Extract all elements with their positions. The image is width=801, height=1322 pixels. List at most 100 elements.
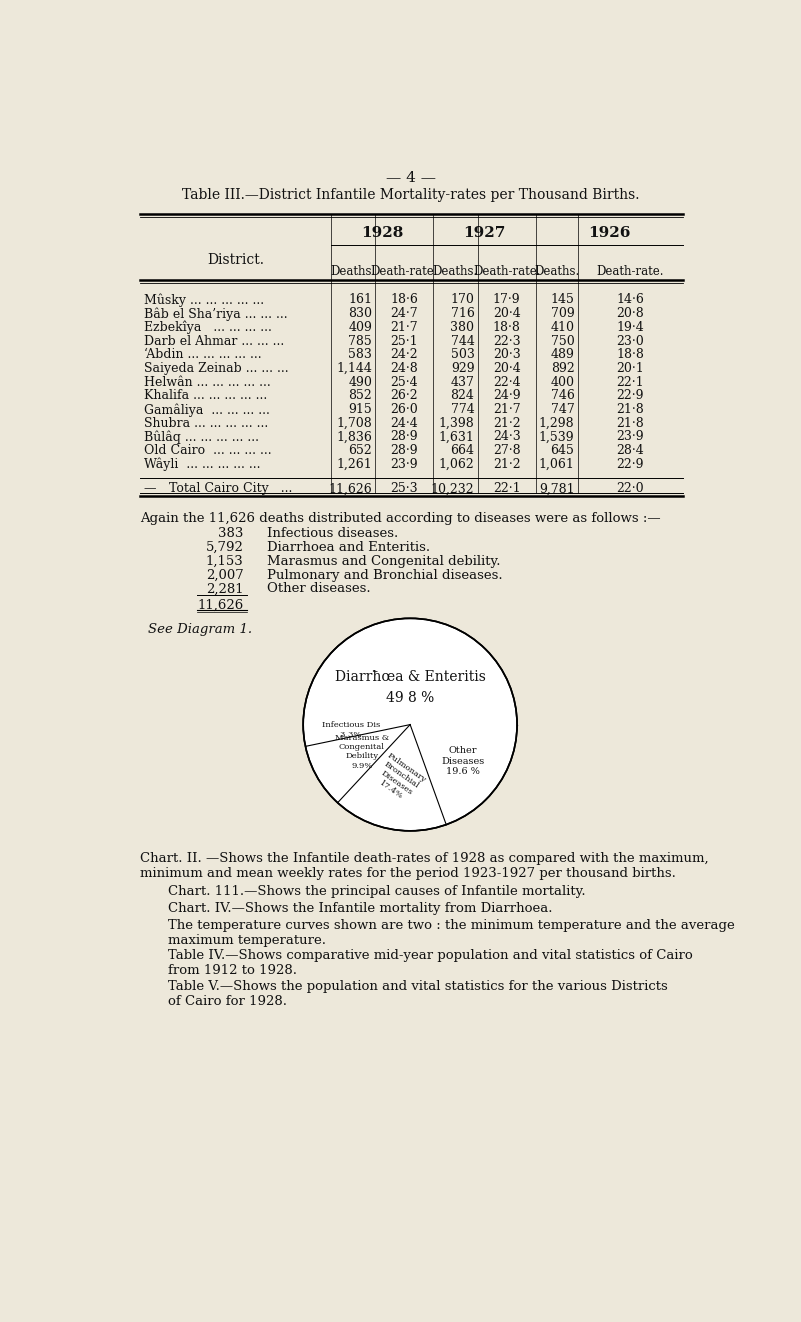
Text: 1927: 1927 (463, 226, 505, 241)
Text: Diarrħœa & Enteritis: Diarrħœa & Enteritis (335, 670, 485, 683)
Text: Pulmonary
Bronchial
Diseases
17.4%: Pulmonary Bronchial Diseases 17.4% (370, 751, 428, 806)
Text: Helwân ... ... ... ... ...: Helwân ... ... ... ... ... (144, 375, 271, 389)
Text: 20·4: 20·4 (493, 307, 521, 320)
Text: 170: 170 (451, 293, 474, 307)
Text: 915: 915 (348, 403, 372, 416)
Text: 21·8: 21·8 (616, 403, 644, 416)
Text: See Diagram 1.: See Diagram 1. (148, 623, 252, 636)
Text: — 4 —: — 4 — (386, 171, 436, 185)
Text: 852: 852 (348, 390, 372, 402)
Text: 1,836: 1,836 (336, 431, 372, 443)
Text: 709: 709 (550, 307, 574, 320)
Text: 583: 583 (348, 348, 372, 361)
Text: 22·3: 22·3 (493, 334, 521, 348)
Text: Bûlâq ... ... ... ... ...: Bûlâq ... ... ... ... ... (144, 431, 260, 444)
Text: 28·4: 28·4 (616, 444, 644, 457)
Text: 22·1: 22·1 (617, 375, 644, 389)
Text: 409: 409 (348, 321, 372, 333)
Text: 20·1: 20·1 (616, 362, 644, 375)
Text: Diarrhoea and Enteritis.: Diarrhoea and Enteritis. (267, 541, 430, 554)
Text: 744: 744 (451, 334, 474, 348)
Text: 10,232: 10,232 (431, 483, 474, 496)
Text: 23·9: 23·9 (391, 457, 418, 471)
Text: Pulmonary and Bronchial diseases.: Pulmonary and Bronchial diseases. (267, 568, 502, 582)
Text: Marasmus and Congenital debility.: Marasmus and Congenital debility. (267, 555, 501, 567)
Text: 18·8: 18·8 (616, 348, 644, 361)
Text: Infectious diseases.: Infectious diseases. (267, 527, 398, 539)
Text: 503: 503 (451, 348, 474, 361)
Text: 1926: 1926 (588, 226, 630, 241)
Text: 716: 716 (451, 307, 474, 320)
Text: 750: 750 (550, 334, 574, 348)
Text: 380: 380 (450, 321, 474, 333)
Text: 20·8: 20·8 (616, 307, 644, 320)
Text: 11,626: 11,626 (328, 483, 372, 496)
Text: 14·6: 14·6 (616, 293, 644, 307)
Text: 1,298: 1,298 (539, 416, 574, 430)
Text: 23·9: 23·9 (617, 431, 644, 443)
Text: 24·7: 24·7 (391, 307, 418, 320)
Text: 664: 664 (450, 444, 474, 457)
Text: 1,061: 1,061 (538, 457, 574, 471)
Text: 20·4: 20·4 (493, 362, 521, 375)
Text: 25·3: 25·3 (391, 483, 418, 496)
Text: Bâb el Sha’riya ... ... ...: Bâb el Sha’riya ... ... ... (144, 307, 288, 321)
Text: 25·4: 25·4 (391, 375, 418, 389)
Text: 21·2: 21·2 (493, 457, 521, 471)
Text: 18·6: 18·6 (390, 293, 418, 307)
Text: 1,631: 1,631 (439, 431, 474, 443)
Text: 1,062: 1,062 (439, 457, 474, 471)
Text: — Total Cairo City   ...: — Total Cairo City ... (144, 483, 292, 496)
Text: 489: 489 (550, 348, 574, 361)
Text: 18·8: 18·8 (493, 321, 521, 333)
Text: 25·1: 25·1 (391, 334, 418, 348)
Text: 437: 437 (451, 375, 474, 389)
Text: 746: 746 (550, 390, 574, 402)
Text: 652: 652 (348, 444, 372, 457)
Text: Deaths.: Deaths. (433, 264, 478, 278)
Text: 21·7: 21·7 (493, 403, 521, 416)
Text: 1,144: 1,144 (336, 362, 372, 375)
Text: 161: 161 (348, 293, 372, 307)
Text: 11,626: 11,626 (197, 599, 244, 612)
Text: 929: 929 (451, 362, 474, 375)
Text: District.: District. (207, 253, 264, 267)
Text: 22·9: 22·9 (617, 457, 644, 471)
Text: Infectious Dis
3 3%: Infectious Dis 3 3% (322, 722, 380, 739)
Ellipse shape (303, 619, 517, 830)
Text: 21·8: 21·8 (616, 416, 644, 430)
Text: 24·2: 24·2 (391, 348, 418, 361)
Text: 9,781: 9,781 (539, 483, 574, 496)
Text: The temperature curves shown are two : the minimum temperature and the average
m: The temperature curves shown are two : t… (167, 919, 735, 947)
Text: 1,539: 1,539 (539, 431, 574, 443)
Text: Marasmus &
Congenital
Debility
9.9%: Marasmus & Congenital Debility 9.9% (335, 734, 388, 769)
Text: Chart. II. —Shows the Infantile death-rates of 1928 as compared with the maximum: Chart. II. —Shows the Infantile death-ra… (140, 853, 709, 880)
Text: 24·8: 24·8 (390, 362, 418, 375)
Text: 747: 747 (550, 403, 574, 416)
Text: 5,792: 5,792 (206, 541, 244, 554)
Text: Wâyli  ... ... ... ... ...: Wâyli ... ... ... ... ... (144, 457, 261, 472)
Text: 22·0: 22·0 (617, 483, 644, 496)
Text: 1,261: 1,261 (336, 457, 372, 471)
Text: 21·2: 21·2 (493, 416, 521, 430)
Text: 20·3: 20·3 (493, 348, 521, 361)
Text: 27·8: 27·8 (493, 444, 521, 457)
Text: 383: 383 (218, 527, 244, 539)
Text: Old Cairo  ... ... ... ...: Old Cairo ... ... ... ... (144, 444, 272, 457)
Text: 145: 145 (550, 293, 574, 307)
Text: 785: 785 (348, 334, 372, 348)
Text: Death-rate.: Death-rate. (473, 264, 541, 278)
Text: Darb el Ahmar ... ... ...: Darb el Ahmar ... ... ... (144, 334, 284, 348)
Text: 24·9: 24·9 (493, 390, 521, 402)
Text: 21·7: 21·7 (391, 321, 418, 333)
Text: Chart. IV.—Shows the Infantile mortality from Diarrhoea.: Chart. IV.—Shows the Infantile mortality… (167, 902, 552, 915)
Text: 24·4: 24·4 (390, 416, 418, 430)
Text: Table IV.—Shows comparative mid-year population and vital statistics of Cairo
fr: Table IV.—Shows comparative mid-year pop… (167, 949, 692, 977)
Text: ‘Abdin ... ... ... ... ...: ‘Abdin ... ... ... ... ... (144, 348, 262, 361)
Text: Deaths.: Deaths. (331, 264, 376, 278)
Text: 490: 490 (348, 375, 372, 389)
Text: 22·9: 22·9 (617, 390, 644, 402)
Text: 400: 400 (550, 375, 574, 389)
Text: 892: 892 (550, 362, 574, 375)
Text: Saiyeda Zeinab ... ... ...: Saiyeda Zeinab ... ... ... (144, 362, 289, 375)
